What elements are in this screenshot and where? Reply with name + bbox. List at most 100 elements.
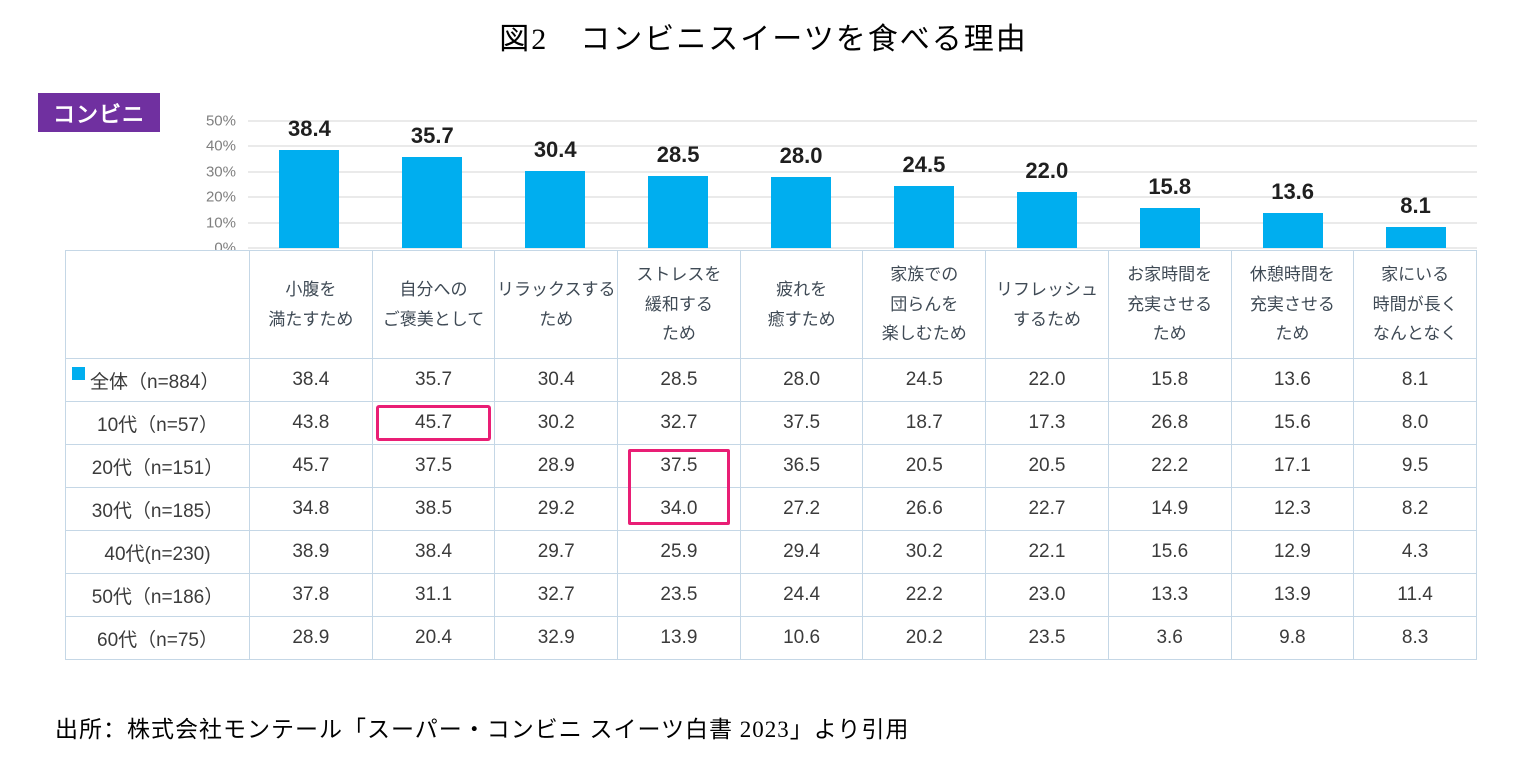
header-row: 小腹を 満たすため 自分への ご褒美として リラックスする ため ストレスを 緩和する ため 疲れ… — [65, 250, 1477, 359]
table-cell: 30.2 — [862, 530, 987, 574]
data-table: 小腹を 満たすため 自分への ご褒美として リラックスする ため ストレスを 緩和する ため 疲れ… — [65, 250, 1477, 660]
table-cell: 31.1 — [371, 573, 496, 617]
gridline — [248, 145, 1477, 147]
row-label: 40代(n=230) — [65, 530, 250, 574]
table-cell: 38.5 — [371, 487, 496, 531]
bar-value-label: 24.5 — [902, 151, 946, 177]
column-header: 小腹を 満たすため — [249, 250, 373, 359]
table-cell: 28.5 — [617, 358, 741, 402]
column-header: リフレッシュ するため — [985, 250, 1109, 359]
bar-value-label: 13.6 — [1271, 179, 1315, 205]
table-cell: 28.0 — [739, 358, 864, 402]
gridline — [248, 171, 1477, 173]
table-cell: 8.3 — [1353, 616, 1477, 660]
bar-value-label: 28.0 — [779, 142, 823, 168]
bar — [1385, 227, 1446, 248]
table-row: 10代（n=57） 43.8 45.7 30.2 32.7 37.5 18.7 17.3 26.… — [65, 401, 1477, 445]
table-cell: 38.9 — [249, 530, 373, 574]
bar-column: 38.4 — [248, 116, 371, 248]
row-label: 全体（n=884） — [65, 358, 250, 402]
convenience-store-badge: コンビニ — [38, 93, 160, 132]
bar-column: 22.0 — [985, 121, 1108, 248]
table-cell: 32.9 — [494, 616, 619, 660]
bar — [402, 157, 463, 248]
column-header: 自分への ご褒美として — [371, 250, 496, 359]
y-axis: 50% 40% 30% 20% 10% 0% — [148, 113, 236, 257]
column-header: 家にいる 時間が長く なんとなく — [1353, 250, 1477, 359]
table-cell: 20.4 — [371, 616, 496, 660]
row-label: 10代（n=57） — [65, 401, 250, 445]
table-cell: 13.3 — [1107, 573, 1232, 617]
table-cell: 8.1 — [1353, 358, 1477, 402]
column-header: 疲れを 癒すため — [739, 250, 864, 359]
bar-chart-plot-area: 38.4 35.7 30.4 28.5 28.0 24.5 22.0 15.8 13.6 8.1 — [248, 116, 1477, 249]
table-cell: 38.4 — [249, 358, 373, 402]
gridline — [248, 196, 1477, 198]
row-label: 30代（n=185） — [65, 487, 250, 531]
table-header: 小腹を 満たすため 自分への ご褒美として リラックスする ため ストレスを 緩和する ため 疲れ… — [65, 250, 1477, 359]
bar-column: 8.1 — [1354, 121, 1477, 248]
table-cell: 23.5 — [985, 616, 1109, 660]
column-header: 休憩時間を 充実させる ため — [1230, 250, 1355, 359]
y-axis-tick-label: 20% — [205, 188, 236, 206]
table-cell: 32.7 — [617, 401, 741, 445]
y-axis-tick-label: 50% — [205, 112, 236, 130]
bar — [648, 175, 709, 248]
row-label: 60代（n=75） — [65, 616, 250, 660]
bar — [1262, 213, 1323, 248]
table-cell: 34.8 — [249, 487, 373, 531]
table-cell: 3.6 — [1107, 616, 1232, 660]
bar-value-label: 15.8 — [1148, 173, 1192, 199]
bar-column: 24.5 — [863, 121, 986, 248]
bar-column: 28.0 — [740, 121, 863, 248]
bar — [525, 170, 586, 248]
header-corner-cell — [65, 250, 250, 359]
bar-value-label: 35.7 — [410, 123, 454, 149]
table-cell: 20.2 — [862, 616, 987, 660]
table-cell: 8.0 — [1353, 401, 1477, 445]
table-cell: 17.3 — [985, 401, 1109, 445]
table-cell: 22.0 — [985, 358, 1109, 402]
table-cell: 45.7 — [371, 401, 496, 445]
table-cell: 30.2 — [494, 401, 619, 445]
table-cell: 25.9 — [617, 530, 741, 574]
table-cell: 24.4 — [739, 573, 864, 617]
table-cell: 15.8 — [1107, 358, 1232, 402]
y-axis-tick-label: 40% — [205, 137, 236, 155]
table-body: 全体（n=884） 38.4 35.7 30.4 28.5 28.0 24.5 22.0 15.… — [65, 358, 1477, 660]
table-cell: 12.3 — [1230, 487, 1355, 531]
table-cell: 18.7 — [862, 401, 987, 445]
table-cell: 8.2 — [1353, 487, 1477, 531]
table-cell: 14.9 — [1107, 487, 1232, 531]
table-cell: 28.9 — [249, 616, 373, 660]
table-row: 全体（n=884） 38.4 35.7 30.4 28.5 28.0 24.5 22.0 15.… — [65, 358, 1477, 402]
figure-title: 図2 コンビニスイーツを食べる理由 — [499, 23, 1028, 56]
legend-swatch — [72, 366, 85, 380]
table-cell: 13.9 — [617, 616, 741, 660]
table-cell: 23.5 — [617, 573, 741, 617]
bar — [1016, 192, 1077, 248]
bar-column: 30.4 — [494, 121, 617, 248]
table-cell: 29.4 — [739, 530, 864, 574]
table-cell: 35.7 — [371, 358, 496, 402]
table-cell: 45.7 — [249, 444, 373, 488]
table-cell: 30.4 — [494, 358, 619, 402]
table-row: 60代（n=75） 28.9 20.4 32.9 13.9 10.6 20.2 23.5 3.6… — [65, 616, 1477, 660]
table-cell: 26.6 — [862, 487, 987, 531]
source-note: 出所：株式会社モンテール「スーパー・コンビニ スイーツ白書 2023」より引用 — [55, 717, 910, 742]
row-label: 20代（n=151） — [65, 444, 250, 488]
table-cell: 38.4 — [371, 530, 496, 574]
bar-column: 13.6 — [1231, 121, 1354, 248]
bar — [1139, 207, 1200, 248]
bar — [893, 185, 954, 248]
table-cell: 12.9 — [1230, 530, 1355, 574]
table-cell: 29.7 — [494, 530, 619, 574]
table-row: 30代（n=185） 34.8 38.5 29.2 34.0 27.2 26.6 22.7 14… — [65, 487, 1477, 531]
bar — [771, 176, 832, 248]
column-header: 家族での 団らんを 楽しむため — [862, 250, 987, 359]
table-cell: 22.7 — [985, 487, 1109, 531]
table-row: 40代(n=230) 38.9 38.4 29.7 25.9 29.4 30.2 22.1 15… — [65, 530, 1477, 574]
table-cell: 22.2 — [1107, 444, 1232, 488]
table-cell: 37.8 — [249, 573, 373, 617]
